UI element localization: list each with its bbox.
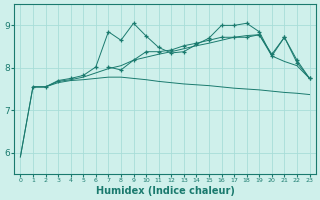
- X-axis label: Humidex (Indice chaleur): Humidex (Indice chaleur): [96, 186, 234, 196]
